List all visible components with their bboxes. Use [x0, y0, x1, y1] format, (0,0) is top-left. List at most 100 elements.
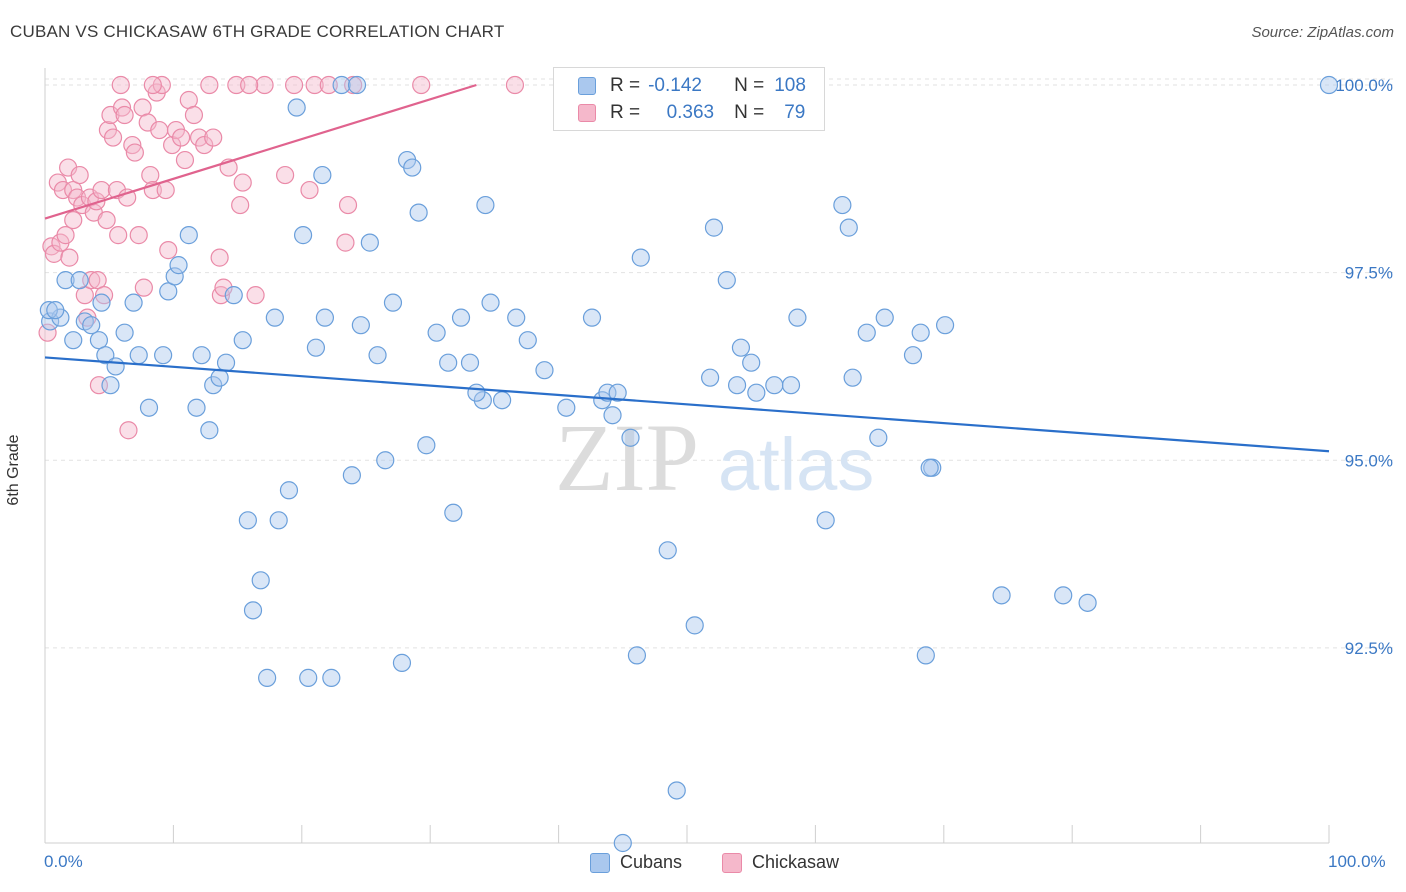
chickasaw-point — [60, 248, 79, 267]
cubans-point — [179, 226, 198, 245]
cubans-point — [717, 271, 736, 290]
cubans-point — [224, 286, 243, 305]
cubans-point — [535, 361, 554, 380]
cubans-point — [439, 353, 458, 372]
cubans-point — [200, 421, 219, 440]
legend-item-cubans: Cubans — [590, 852, 682, 873]
cubans-point — [251, 571, 270, 590]
cubans-point — [376, 451, 395, 470]
chickasaw-point — [141, 165, 160, 185]
cubans-point — [165, 267, 184, 286]
n-label: N = — [734, 75, 765, 96]
chickasaw-point — [115, 105, 134, 125]
cubans-point — [839, 218, 858, 237]
chickasaw-point — [56, 226, 75, 245]
cubans-point — [916, 646, 935, 665]
chickasaw-point — [38, 323, 57, 342]
chickasaw-point — [300, 180, 319, 200]
chickasaw-point — [70, 165, 89, 185]
cubans-point — [115, 323, 134, 342]
cubans-point — [833, 195, 852, 215]
cubans-point — [187, 398, 206, 417]
cubans-point — [269, 511, 288, 530]
cubans-point — [481, 293, 500, 312]
y-tick-label: 97.5% — [1345, 264, 1393, 283]
chickasaw-point — [200, 75, 219, 95]
chickasaw-point — [210, 248, 229, 267]
trend-lines — [44, 83, 1330, 453]
chickasaw-point — [214, 278, 233, 297]
cubans-point — [243, 601, 263, 620]
cubans-point — [39, 301, 58, 320]
chickasaw-point — [276, 165, 295, 185]
chickasaw-point — [227, 75, 246, 95]
cubans-point — [742, 353, 761, 372]
cubans-point — [451, 308, 471, 327]
y-tick-label: 92.5% — [1345, 639, 1393, 658]
legend-item-chickasaw: Chickasaw — [722, 852, 839, 873]
cubans-point — [332, 75, 351, 95]
chickasaw-point — [111, 75, 130, 95]
cubans-point — [89, 331, 109, 350]
cubans-point — [169, 256, 188, 275]
cubans-point — [627, 646, 647, 665]
cubans-point — [731, 338, 751, 357]
chickasaw-point — [109, 226, 128, 245]
cubans-legend-swatch — [590, 852, 610, 873]
cubans-point — [238, 511, 257, 530]
cubans-point — [46, 301, 65, 320]
cubans-point — [992, 586, 1011, 605]
cubans-point — [154, 346, 173, 365]
chickasaw-legend-label: Chickasaw — [752, 852, 840, 872]
cubans-point — [129, 346, 148, 365]
chickasaw-point — [246, 286, 265, 305]
chickasaw-point — [319, 75, 338, 95]
watermark-zip: ZIP — [555, 404, 699, 511]
cubans-point — [368, 346, 387, 365]
x-tick-max: 100.0% — [1328, 852, 1386, 871]
cubans-point — [667, 781, 686, 800]
cubans-point — [287, 98, 306, 117]
cubans-point — [70, 271, 89, 290]
chickasaw-point — [64, 210, 83, 230]
cubans-point — [101, 376, 120, 395]
cubans-point — [621, 428, 640, 447]
cubans-point — [704, 218, 724, 237]
watermark-atlas: atlas — [718, 423, 874, 506]
cubans-point — [306, 338, 326, 357]
cubans-point — [476, 195, 495, 215]
cubans-point — [935, 316, 955, 335]
chickasaw-point — [92, 180, 111, 200]
cubans-point — [96, 346, 115, 365]
y-tick-labels: 100.0% 97.5% 95.0% 92.5% — [1335, 76, 1393, 658]
cubans-point — [857, 323, 876, 342]
cubans-point — [56, 271, 75, 290]
cubans-points — [39, 75, 1339, 853]
cubans-point — [82, 316, 101, 335]
n-label: N = — [734, 102, 765, 123]
cubans-point — [582, 308, 602, 327]
cubans-point — [1319, 75, 1339, 95]
cubans-point — [631, 248, 650, 267]
chart-title: CUBAN VS CHICKASAW 6TH GRADE CORRELATION… — [10, 22, 505, 41]
cubans-point — [315, 308, 335, 327]
cubans-point — [342, 466, 361, 485]
chickasaw-point — [305, 75, 324, 95]
cubans-point — [159, 282, 178, 301]
cubans-point — [747, 383, 766, 402]
cubans-point — [383, 293, 403, 312]
cubans-point — [1078, 593, 1097, 612]
chickasaw-point — [88, 271, 107, 290]
cubans-point — [613, 833, 632, 853]
cubans-point — [427, 323, 446, 342]
chickasaw-swatch — [578, 104, 596, 122]
chickasaw-point — [150, 120, 169, 140]
cubans-point — [392, 653, 412, 672]
y-tick-label: 95.0% — [1345, 451, 1393, 470]
r-label: R = — [610, 102, 641, 123]
chickasaw-points — [38, 75, 525, 440]
chickasaw-point — [53, 180, 73, 200]
cubans-point — [843, 368, 862, 387]
cubans-point — [781, 376, 801, 395]
cubans-point — [106, 357, 125, 376]
